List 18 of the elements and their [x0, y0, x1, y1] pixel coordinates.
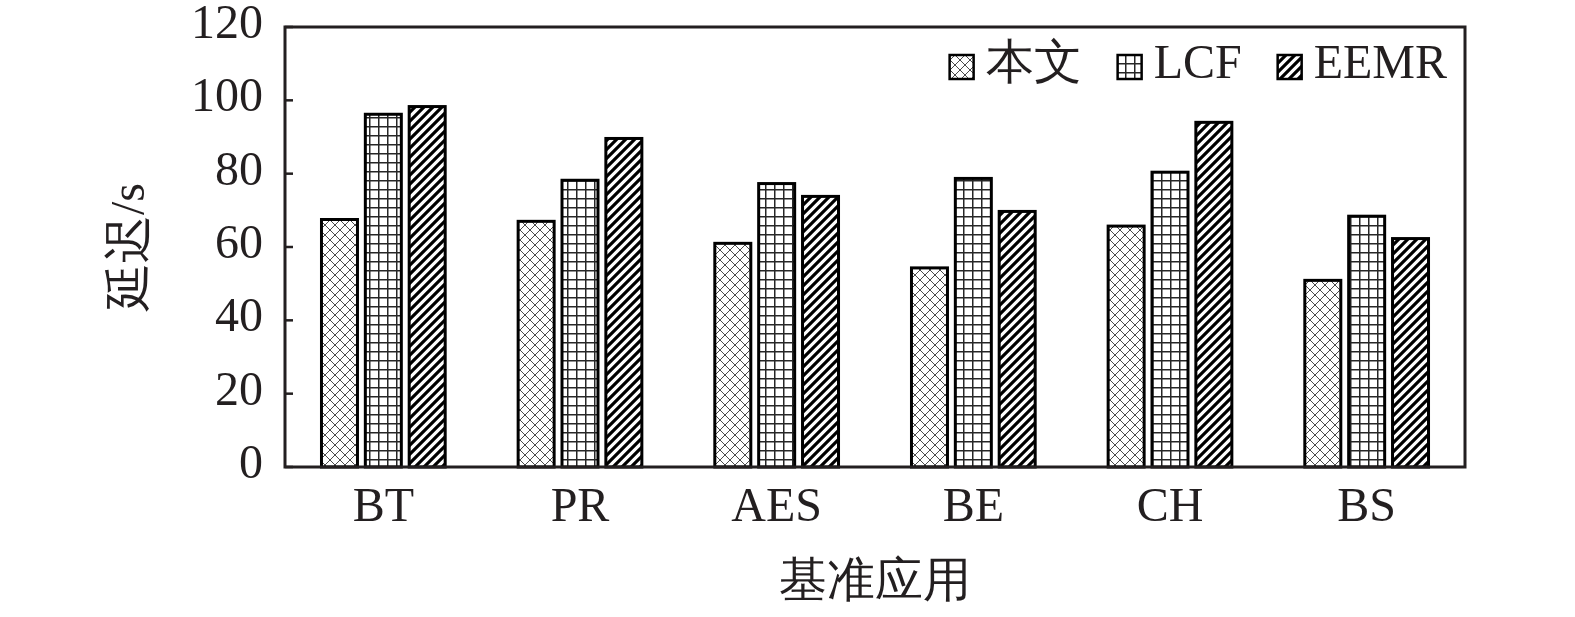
x-axis-title: 基准应用 [779, 553, 971, 607]
y-tick-label: 120 [191, 0, 263, 49]
x-tick-label: CH [1136, 478, 1204, 532]
x-tick-label: BT [352, 478, 415, 532]
y-tick-label: 0 [239, 435, 263, 489]
y-tick-label: 40 [215, 288, 263, 342]
y-tick-label: 80 [215, 141, 263, 195]
y-tick-label: 100 [191, 68, 263, 122]
legend-label: LCF [1153, 35, 1242, 89]
x-tick-label: BE [942, 478, 1005, 532]
y-tick-label: 60 [215, 215, 263, 269]
y-axis-title: 延迟/s [101, 182, 155, 313]
legend-label: EEMR [1313, 35, 1447, 89]
x-tick-label: AES [731, 478, 823, 532]
legend-label: 本文 [985, 35, 1082, 89]
x-tick-label: BS [1337, 478, 1397, 532]
y-tick-label: 20 [215, 361, 263, 415]
x-tick-label: PR [550, 478, 610, 532]
